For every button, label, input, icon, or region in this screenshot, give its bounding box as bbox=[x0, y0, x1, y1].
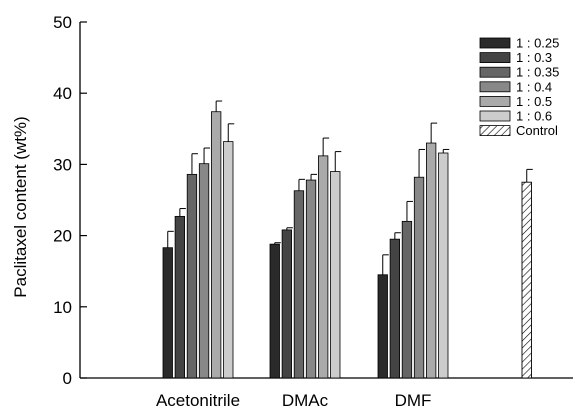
y-tick-label: 30 bbox=[53, 155, 72, 174]
x-category-label: Acetonitrile bbox=[156, 391, 240, 410]
x-category-label: DMF bbox=[395, 391, 432, 410]
bar bbox=[269, 243, 280, 379]
bar bbox=[330, 171, 341, 379]
legend-label: 1 : 0.25 bbox=[516, 36, 559, 51]
bar bbox=[186, 173, 198, 379]
y-tick-label: 40 bbox=[53, 84, 72, 103]
legend-label: 1 : 0.4 bbox=[516, 79, 552, 94]
bar bbox=[198, 163, 210, 379]
y-tick-label: 10 bbox=[53, 298, 72, 317]
legend-swatch bbox=[479, 66, 511, 78]
legend-swatch bbox=[479, 37, 511, 49]
legend-label: 1 : 0.3 bbox=[516, 50, 552, 65]
bar bbox=[389, 238, 401, 379]
legend-swatch bbox=[479, 52, 511, 63]
y-tick-label: 50 bbox=[53, 13, 72, 32]
legend-swatch bbox=[479, 96, 511, 107]
legend-label: Control bbox=[516, 123, 558, 138]
legend-swatch bbox=[479, 81, 511, 93]
bar bbox=[438, 152, 449, 379]
y-axis-title: Paclitaxel content (wt%) bbox=[11, 116, 30, 297]
legend-swatch bbox=[479, 110, 511, 122]
bar bbox=[317, 155, 329, 379]
legend-label: 1 : 0.35 bbox=[516, 65, 559, 80]
legend-swatch bbox=[479, 125, 511, 136]
bar bbox=[174, 215, 186, 379]
bar bbox=[281, 229, 293, 379]
y-tick-label: 20 bbox=[53, 227, 72, 246]
control-bar bbox=[521, 181, 532, 379]
bar bbox=[223, 141, 234, 379]
x-category-label: DMAc bbox=[282, 391, 329, 410]
y-tick-label: 0 bbox=[63, 369, 72, 388]
bar bbox=[425, 142, 437, 379]
bar bbox=[413, 176, 425, 379]
bar bbox=[401, 220, 413, 379]
bar bbox=[377, 274, 388, 379]
bar bbox=[293, 190, 305, 379]
bar bbox=[210, 111, 222, 379]
bar bbox=[162, 247, 173, 379]
legend-label: 1 : 0.6 bbox=[516, 109, 552, 124]
bar bbox=[305, 179, 317, 379]
legend-label: 1 : 0.5 bbox=[516, 94, 552, 109]
